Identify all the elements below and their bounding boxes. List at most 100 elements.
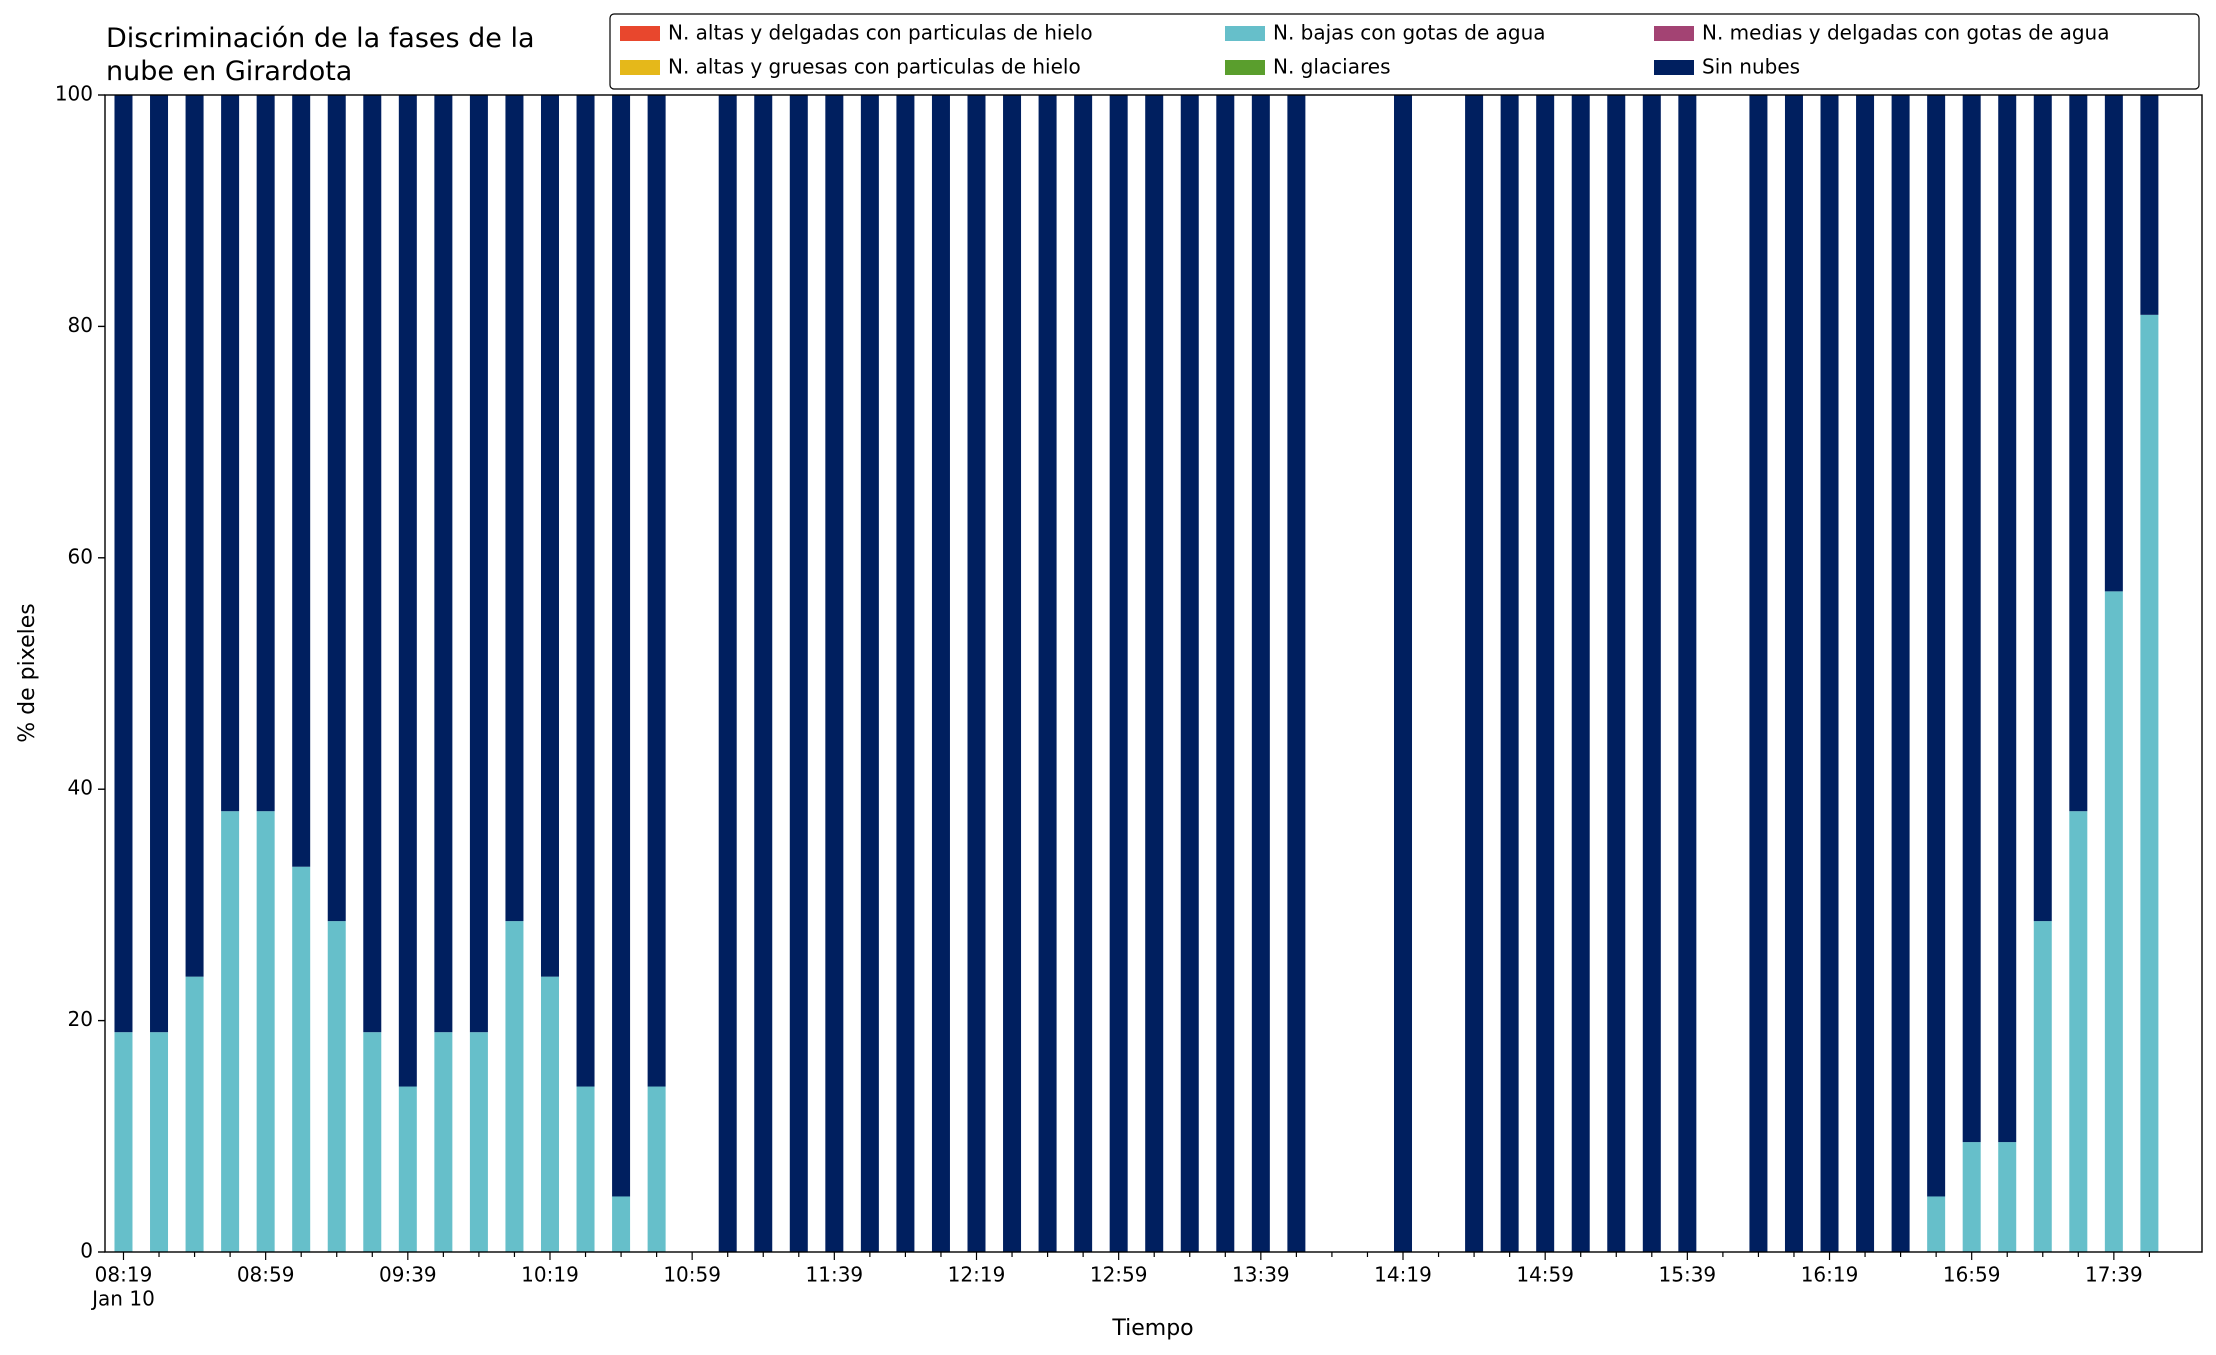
- bar-segment: [2104, 95, 2123, 592]
- bar-segment: [1642, 95, 1661, 1252]
- y-tick-label: 100: [55, 82, 93, 106]
- y-axis-label: % de pixeles: [15, 603, 40, 742]
- bar-segment: [221, 95, 240, 812]
- x-tick-label: 14:19: [1374, 1263, 1432, 1287]
- legend-swatch: [620, 60, 660, 75]
- bar-segment: [1003, 95, 1022, 1252]
- bar-segment: [967, 95, 986, 1252]
- bar-segment: [1038, 95, 1057, 1252]
- bar-segment: [576, 95, 595, 1087]
- bar-segment: [221, 811, 240, 1252]
- x-tick-label: 09:39: [379, 1263, 437, 1287]
- y-tick-label: 20: [68, 1007, 93, 1031]
- y-tick-label: 60: [68, 544, 93, 568]
- legend-swatch: [620, 26, 660, 41]
- bar-segment: [256, 95, 275, 812]
- bar-segment: [896, 95, 915, 1252]
- bar-segment: [540, 95, 559, 977]
- chart-title: Discriminación de la fases de la nube en…: [106, 23, 535, 87]
- x-tick-label: 10:19: [521, 1263, 579, 1287]
- bar-segment: [150, 95, 169, 1033]
- bar-segment: [860, 95, 879, 1252]
- bar-segment: [612, 1196, 631, 1252]
- bar-segment: [185, 95, 204, 977]
- bar-segment: [469, 1032, 488, 1252]
- bar-segment: [2104, 591, 2123, 1252]
- bar-segment: [1109, 95, 1128, 1252]
- legend-label: N. altas y gruesas con particulas de hie…: [668, 55, 1081, 79]
- legend-box: [609, 13, 2200, 90]
- x-tick-label: 10:59: [663, 1263, 721, 1287]
- bar-segment: [1287, 95, 1306, 1252]
- bar-segment: [327, 95, 346, 922]
- bar-segment: [1536, 95, 1555, 1252]
- bar-segment: [789, 95, 808, 1252]
- bar-segment: [2069, 811, 2088, 1252]
- bar-segment: [114, 95, 133, 1033]
- bar-segment: [1749, 95, 1768, 1252]
- legend-label: Sin nubes: [1702, 55, 1800, 79]
- bar-segment: [2069, 95, 2088, 812]
- bar-segment: [292, 95, 311, 867]
- bar-segment: [398, 1086, 417, 1252]
- y-tick-label: 0: [80, 1239, 93, 1263]
- bar-segment: [540, 976, 559, 1252]
- bar-segment: [1678, 95, 1697, 1252]
- bar-segment: [1500, 95, 1519, 1252]
- bar-segment: [1927, 95, 1946, 1197]
- bar-segment: [256, 811, 275, 1252]
- x-axis-label: Tiempo: [1111, 1316, 1193, 1341]
- legend-label: N. altas y delgadas con particulas de hi…: [668, 21, 1093, 45]
- bar-segment: [1891, 95, 1910, 1252]
- x-tick-label: 13:39: [1232, 1263, 1290, 1287]
- bar-segment: [1074, 95, 1093, 1252]
- legend-swatch: [1225, 60, 1265, 75]
- bar-segment: [1962, 1142, 1981, 1252]
- legend-swatch: [1654, 60, 1694, 75]
- bar-segment: [114, 1032, 133, 1252]
- bar-segment: [363, 1032, 382, 1252]
- bar-segment: [398, 95, 417, 1087]
- bar-segment: [469, 95, 488, 1033]
- bar-segment: [647, 95, 666, 1087]
- x-tick-label: 16:19: [1801, 1263, 1859, 1287]
- bar-segment: [150, 1032, 169, 1252]
- x-tick-label: 14:59: [1516, 1263, 1574, 1287]
- bar-segment: [576, 1086, 595, 1252]
- x-tick-label: 16:59: [1943, 1263, 2001, 1287]
- x-date-label: Jan 10: [90, 1287, 155, 1311]
- bar-segment: [1927, 1196, 1946, 1252]
- bar-segment: [292, 866, 311, 1252]
- bar-segment: [2140, 95, 2159, 315]
- bar-segment: [1180, 95, 1199, 1252]
- bar-segment: [1251, 95, 1270, 1252]
- bar-segment: [327, 921, 346, 1252]
- plot-frame: [104, 94, 2203, 1253]
- legend-swatch: [1225, 26, 1265, 41]
- bar-segment: [2033, 921, 2052, 1252]
- bar-segment: [505, 95, 524, 922]
- legend-label: N. glaciares: [1273, 55, 1391, 79]
- y-tick-label: 40: [68, 776, 93, 800]
- bar-segment: [1962, 95, 1981, 1143]
- x-tick-label: 17:39: [2085, 1263, 2143, 1287]
- bar-segment: [1784, 95, 1803, 1252]
- bar-segment: [1856, 95, 1875, 1252]
- bar-segment: [1998, 95, 2017, 1143]
- bar-segment: [647, 1086, 666, 1252]
- bar-segment: [1216, 95, 1235, 1252]
- x-tick-label: 12:19: [948, 1263, 1006, 1287]
- bar-segment: [612, 95, 631, 1197]
- bar-segment: [1571, 95, 1590, 1252]
- bar-segment: [363, 95, 382, 1033]
- bar-segment: [505, 921, 524, 1252]
- x-tick-label: 11:39: [806, 1263, 864, 1287]
- y-tick-label: 80: [68, 313, 93, 337]
- x-tick-label: 15:39: [1659, 1263, 1717, 1287]
- bar-segment: [1820, 95, 1839, 1252]
- legend-swatch: [1654, 26, 1694, 41]
- bar-segment: [434, 1032, 453, 1252]
- x-tick-label: 12:59: [1090, 1263, 1148, 1287]
